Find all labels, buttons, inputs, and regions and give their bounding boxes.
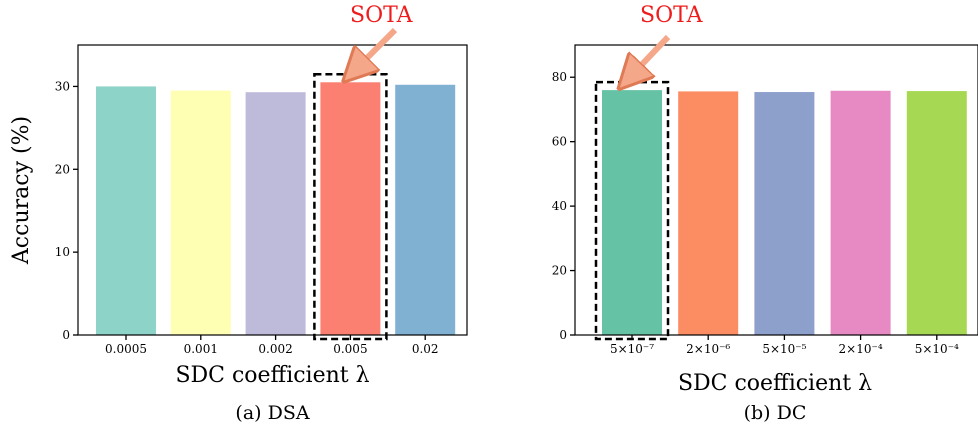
y-tick-label: 30: [55, 79, 70, 93]
y-tick-label: 0: [62, 328, 70, 342]
y-tick-label: 0: [559, 328, 567, 342]
x-axis-label: SDC coefficient λ: [678, 371, 872, 396]
x-tick-label: 5×10⁻⁴: [915, 342, 959, 356]
chart-dc: 0 20 40 60 80 5×10⁻⁷ 2×10⁻⁶ 5×10⁻⁵ 2×10⁻⁴ 5×10⁻⁴ S…: [552, 3, 978, 424]
x-tick-label: 2×10⁻⁶: [686, 342, 730, 356]
bar-3: [830, 90, 891, 335]
x-tick-label: 5×10⁻⁵: [762, 342, 806, 356]
sota-arrow: [630, 34, 671, 77]
panel-caption: (a) DSA: [235, 402, 309, 424]
x-tick-label: 5×10⁻⁷: [610, 342, 654, 356]
y-tick-label: 80: [552, 70, 567, 84]
sota-annotation: SOTA: [350, 3, 414, 28]
bar-4: [395, 84, 456, 336]
bar-3: [320, 82, 381, 336]
bar-2: [754, 92, 815, 336]
bar-0: [602, 90, 662, 335]
x-tick-label: 0.002: [258, 342, 292, 356]
bar-1: [170, 90, 231, 335]
y-tick-label: 60: [552, 135, 567, 149]
x-tick-label: 0.001: [184, 342, 218, 356]
y-tick-label: 20: [552, 264, 567, 278]
y-axis-label: Accuracy (%): [9, 116, 34, 265]
x-tick-label: 0.0005: [105, 342, 147, 356]
x-tick-label: 0.02: [412, 342, 439, 356]
axes-frame: [77, 44, 468, 336]
chart-dsa: 0 10 20 30 0.0005 0.001 0.002 0.005 0.02 SOTA Accu…: [9, 3, 468, 424]
bar-1: [678, 91, 739, 336]
y-tick-label: 20: [55, 162, 70, 176]
x-axis-label: SDC coefficient λ: [175, 363, 369, 388]
sota-annotation: SOTA: [640, 3, 704, 28]
x-tick-label: 2×10⁻⁴: [839, 342, 883, 356]
axes-frame: [574, 44, 978, 336]
panel-caption: (b) DC: [744, 402, 807, 424]
bar-4: [906, 91, 967, 335]
bar-0: [96, 86, 156, 335]
y-tick-label: 10: [55, 245, 70, 259]
x-tick-label: 0.005: [333, 342, 367, 356]
y-tick-label: 40: [552, 199, 567, 213]
bar-2: [245, 92, 306, 335]
sota-arrow: [355, 27, 398, 70]
